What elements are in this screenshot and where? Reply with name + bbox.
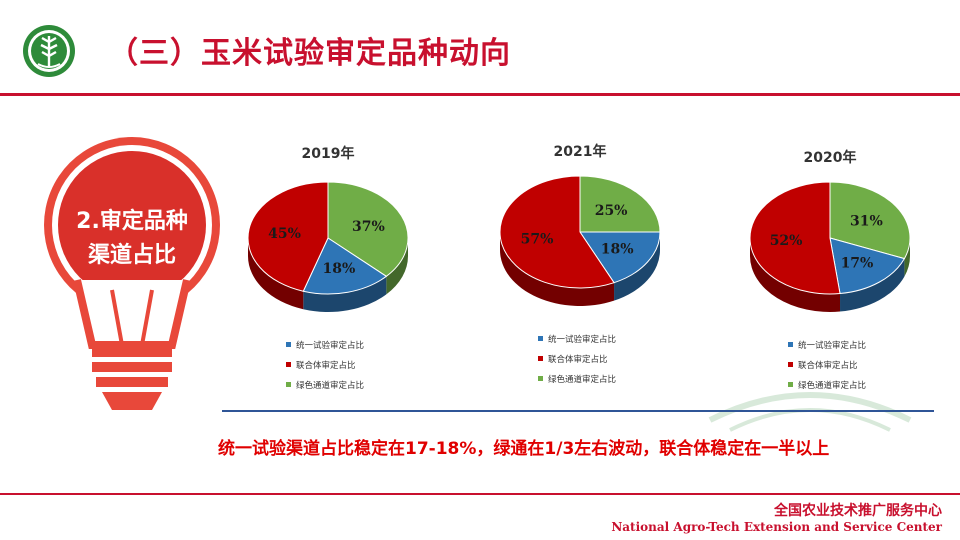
legend-label: 绿色通道审定占比 <box>548 374 616 385</box>
top-divider <box>0 93 960 96</box>
page-title: （三）玉米试验审定品种动向 <box>108 36 511 71</box>
legend-label: 统一试验审定占比 <box>548 334 616 345</box>
legend-label: 绿色通道审定占比 <box>296 380 364 391</box>
bulb-caption: 2.审定品种 渠道占比 <box>52 205 212 273</box>
pie-data-label: 25% <box>595 203 628 219</box>
summary-text: 统一试验渠道占比稳定在17-18%，绿通在1/3左右波动，联合体稳定在一半以上 <box>218 439 830 459</box>
pie-slice-绿色通道审定占比 <box>829 181 911 260</box>
legend-swatch <box>538 376 543 381</box>
legend-swatch <box>286 342 291 347</box>
pie-title: 2019年 <box>302 145 355 162</box>
pie-data-label: 18% <box>601 242 634 258</box>
bottom-divider <box>0 493 960 495</box>
bulb-caption-line1: 2.审定品种 <box>76 209 188 234</box>
bulb-caption-line2: 渠道占比 <box>87 243 176 268</box>
legend-swatch <box>538 356 543 361</box>
legend-label: 绿色通道审定占比 <box>798 380 866 391</box>
pie-slice-统一试验审定占比 <box>302 237 388 295</box>
pie-slice-绿色通道审定占比 <box>327 181 409 277</box>
legend-label: 统一试验审定占比 <box>798 340 866 351</box>
legend-swatch <box>538 336 543 341</box>
legend-label: 联合体审定占比 <box>798 360 858 371</box>
pie-slice-联合体审定占比 <box>499 175 615 289</box>
pie-data-label: 18% <box>323 261 356 277</box>
pie-side-统一试验审定占比 <box>614 232 660 301</box>
legend-swatch <box>788 342 793 347</box>
pie-data-label: 37% <box>352 219 385 235</box>
pie-side-联合体审定占比 <box>500 232 615 306</box>
legend-swatch <box>788 362 793 367</box>
legend-swatch <box>788 382 793 387</box>
pie-data-label: 31% <box>850 214 883 230</box>
pie-side-绿色通道审定占比 <box>904 238 910 277</box>
natesc-logo <box>23 25 75 77</box>
pie-side-统一试验审定占比 <box>840 258 905 312</box>
pie-data-label: 17% <box>841 255 874 271</box>
legend-label: 联合体审定占比 <box>548 354 608 365</box>
pie-slice-联合体审定占比 <box>247 181 329 292</box>
legend-swatch <box>286 362 291 367</box>
pie-slice-统一试验审定占比 <box>829 237 906 295</box>
header: （三）玉米试验审定品种动向 <box>0 0 960 95</box>
pie-slice-联合体审定占比 <box>749 181 841 295</box>
legend-label: 统一试验审定占比 <box>296 340 364 351</box>
pie-data-label: 52% <box>770 233 803 249</box>
legend-swatch <box>286 382 291 387</box>
pie-data-label: 45% <box>268 226 301 242</box>
pie-slice-绿色通道审定占比 <box>579 175 661 233</box>
org-name-en: National Agro-Tech Extension and Service… <box>611 520 942 534</box>
pie-side-联合体审定占比 <box>248 238 304 310</box>
legend-label: 联合体审定占比 <box>296 360 356 371</box>
org-name-cn: 全国农业技术推广服务中心 <box>774 503 942 519</box>
pie-side-统一试验审定占比 <box>303 276 387 312</box>
pie-slice-统一试验审定占比 <box>579 231 661 284</box>
pie-title: 2020年 <box>804 149 857 166</box>
summary-divider <box>222 410 934 412</box>
lightbulb-icon <box>44 137 220 410</box>
pie-charts: 2019年37%18%45%统一试验审定占比联合体审定占比绿色通道审定占比202… <box>247 143 911 391</box>
pie-title: 2021年 <box>554 143 607 160</box>
pie-data-label: 57% <box>521 232 554 248</box>
